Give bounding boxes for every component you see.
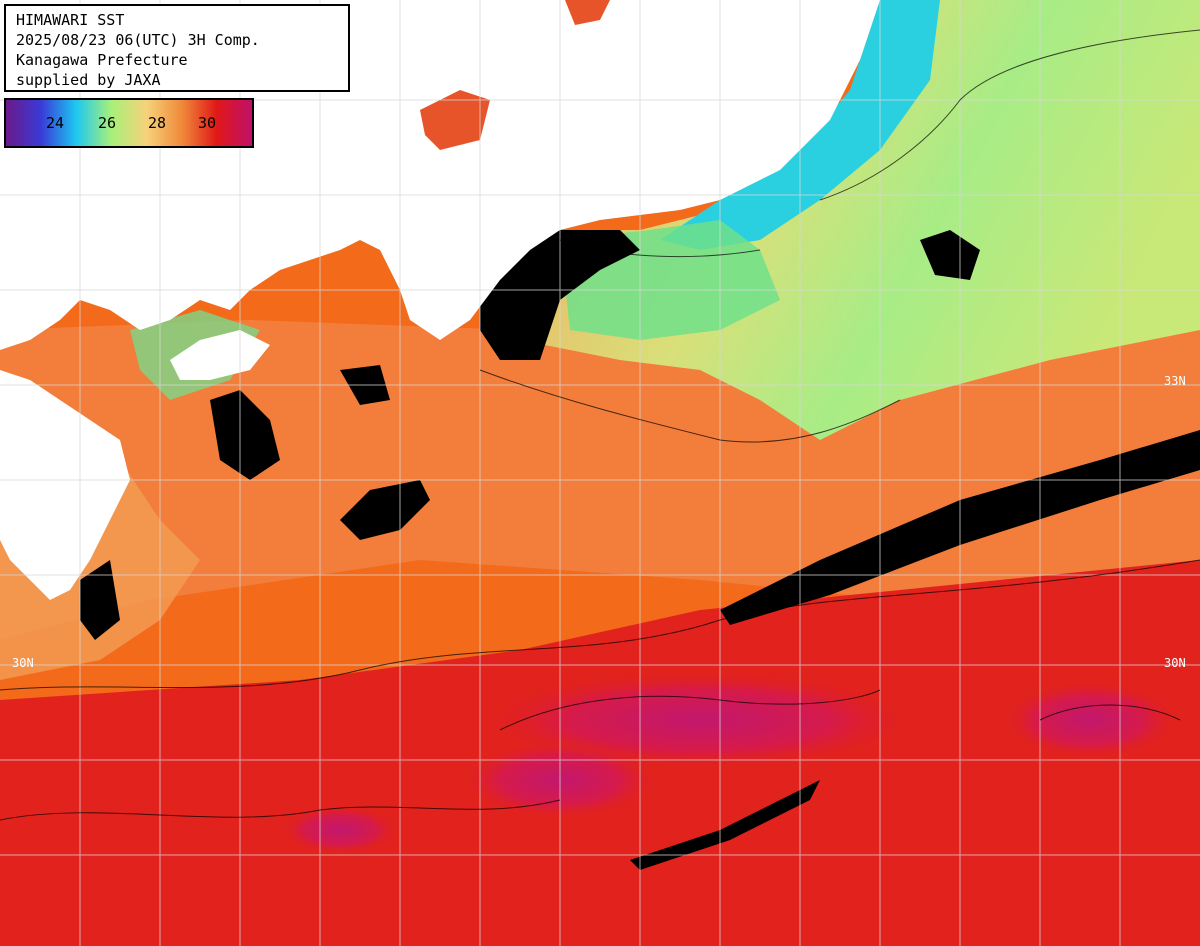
scale-label-30: 30 xyxy=(198,114,217,132)
sea-coastal-cyan xyxy=(660,0,940,250)
info-title: HIMAWARI SST xyxy=(16,11,125,29)
info-supplier: supplied by JAXA xyxy=(16,71,161,89)
sea-warm-bay-north xyxy=(420,90,490,150)
cloud-patch-osumi xyxy=(80,560,120,640)
lat-label-30n-left: 30N xyxy=(12,656,34,670)
land-kyushu xyxy=(0,370,130,600)
scale-label-24: 24 xyxy=(46,114,65,132)
scale-label-26: 26 xyxy=(98,114,117,132)
sea-warm-island xyxy=(565,0,610,25)
color-scale-labels: 24 26 28 30 xyxy=(6,100,252,146)
lat-label-33n-right: 33N xyxy=(1164,374,1186,388)
sea-very-hot-2 xyxy=(1000,680,1180,760)
cloud-band-south xyxy=(630,780,820,870)
sea-very-hot-4 xyxy=(280,805,400,855)
land-shikoku xyxy=(170,330,270,380)
info-datetime: 2025/08/23 06(UTC) 3H Comp. xyxy=(16,31,260,49)
cloud-patch-central xyxy=(340,480,430,540)
cloud-patch-east xyxy=(920,230,980,280)
scale-label-28: 28 xyxy=(148,114,167,132)
cloud-patch-shikoku xyxy=(210,390,280,480)
lat-label-30n-right: 30N xyxy=(1164,656,1186,670)
info-prefecture: Kanagawa Prefecture xyxy=(16,51,188,69)
sst-contours xyxy=(0,29,1200,821)
info-box: HIMAWARI SST 2025/08/23 06(UTC) 3H Comp.… xyxy=(4,4,350,92)
color-scale: 24 26 28 30 xyxy=(4,98,254,148)
